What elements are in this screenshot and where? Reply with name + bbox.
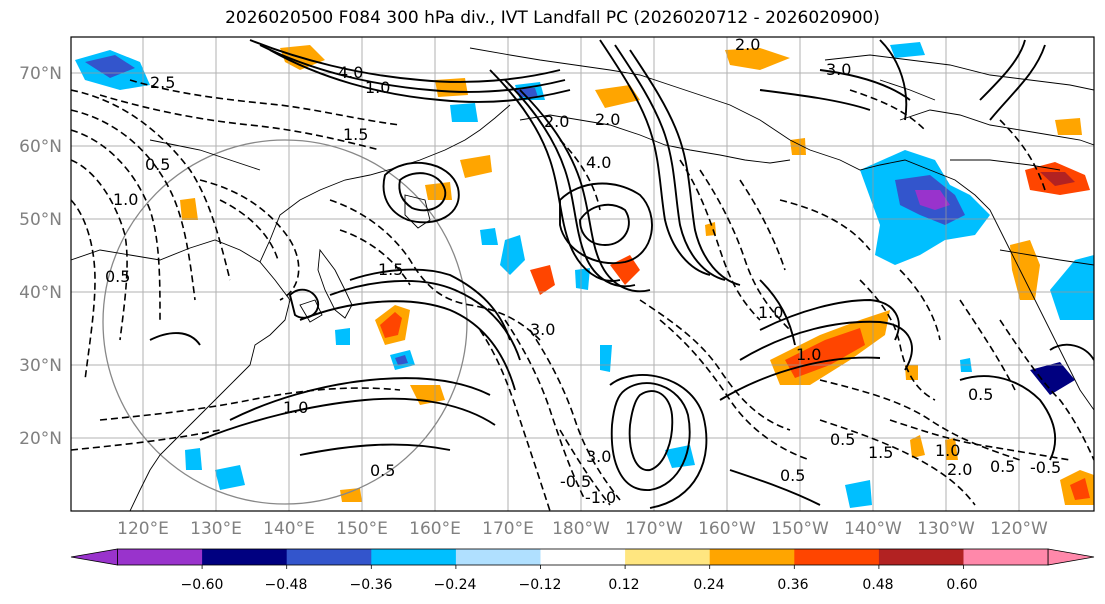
colorbar-swatch	[371, 549, 457, 565]
lon-label: 160°W	[698, 519, 756, 539]
contour-label: 1.5	[378, 260, 403, 279]
colorbar-ticks: −0.60 −0.48 −0.36 −0.24 −0.12 0.12 0.24 …	[181, 577, 978, 593]
contour-label: 1.0	[758, 303, 783, 322]
colorbar-swatch	[455, 549, 541, 565]
lat-label-60n: 60°N	[19, 137, 62, 157]
colorbar-tick-label: 0.60	[946, 577, 977, 593]
contour-label: 0.5	[968, 385, 993, 404]
colorbar-tick-label: 0.48	[862, 577, 893, 593]
lon-label: 130°E	[190, 519, 242, 539]
map-title: 2026020500 F084 300 hPa div., IVT Landfa…	[225, 8, 880, 28]
contour-label: 3.0	[586, 447, 611, 466]
colorbar-swatch	[794, 549, 880, 565]
contour-label: -0.5	[560, 472, 591, 491]
contour-label: 0.5	[105, 267, 130, 286]
lat-label-20n: 20°N	[19, 429, 62, 449]
contour-label: 0.5	[370, 461, 395, 480]
lat-label-40n: 40°N	[19, 283, 62, 303]
contour-label: 1.0	[796, 345, 821, 364]
contour-label: 1.0	[365, 78, 390, 97]
colorbar: −0.60 −0.48 −0.36 −0.24 −0.12 0.12 0.24 …	[70, 548, 1095, 593]
lat-label-50n: 50°N	[19, 210, 62, 230]
colorbar-swatch	[963, 549, 1049, 565]
lon-label: 140°W	[844, 519, 902, 539]
contour-label: 0.5	[145, 155, 170, 174]
contour-label: -0.5	[1030, 458, 1061, 477]
lat-label-30n: 30°N	[19, 356, 62, 376]
lat-label-70n: 70°N	[19, 64, 62, 84]
contour-label: 2.0	[735, 35, 760, 54]
contour-label: 4.0	[586, 153, 611, 172]
contour-label: 4.0	[338, 63, 363, 82]
contour-label: 3.0	[530, 320, 555, 339]
contour-label: 2.0	[947, 460, 972, 479]
graticule	[71, 37, 1094, 511]
lon-label: 170°W	[625, 519, 683, 539]
colorbar-swatch	[202, 549, 288, 565]
lon-label: 170°E	[482, 519, 534, 539]
colorbar-tick-label: 0.24	[693, 577, 724, 593]
lon-label: 140°E	[263, 519, 315, 539]
colorbar-swatch	[878, 549, 964, 565]
map-area: 2.0 4.0 1.5 1.0 0.5 2.5 3.0 0.5 1.5 2.0 …	[71, 35, 1094, 511]
contour-label: 1.0	[935, 441, 960, 460]
map-frame	[70, 36, 1095, 512]
contour-label: 0.5	[990, 457, 1015, 476]
range-ring	[102, 139, 468, 505]
lon-label: 120°W	[990, 519, 1048, 539]
lon-label: 180°W	[552, 519, 610, 539]
colorbar-swatches	[70, 548, 1095, 569]
lon-label: 130°W	[917, 519, 975, 539]
contour-label: 1.5	[343, 125, 368, 144]
contour-label: 2.5	[150, 73, 175, 92]
longitude-labels: 120°E 130°E 140°E 150°E 160°E 170°E 180°…	[117, 519, 1048, 539]
contour-label: 2.0	[544, 112, 569, 131]
lon-label: 150°W	[771, 519, 829, 539]
colorbar-swatch	[625, 549, 711, 565]
contour-label: 0.5	[780, 466, 805, 485]
colorbar-swatch	[709, 549, 795, 565]
colorbar-tick-label: −0.36	[350, 577, 393, 593]
colorbar-extend-max	[1047, 548, 1095, 566]
latitude-labels: 70°N 60°N 50°N 40°N 30°N 20°N	[19, 64, 62, 449]
contour-labels: 2.0 4.0 1.5 1.0 0.5 2.5 3.0 0.5 1.5 2.0 …	[105, 35, 1061, 507]
solid-contours	[149, 39, 1094, 509]
contour-label: 3.0	[826, 60, 851, 79]
contour-label: 1.0	[283, 398, 308, 417]
colorbar-frame	[117, 548, 1049, 566]
contour-label: 1.5	[868, 443, 893, 462]
colorbar-swatch	[117, 549, 203, 565]
colorbar-swatch	[540, 549, 626, 565]
lon-label: 150°E	[336, 519, 388, 539]
contour-label: -1.0	[585, 488, 616, 507]
lon-label: 160°E	[409, 519, 461, 539]
contour-label: 2.0	[595, 110, 620, 129]
dashed-contours	[71, 79, 1094, 511]
contour-label: 1.0	[113, 190, 138, 209]
colorbar-extend-min	[70, 548, 118, 566]
colorbar-tick-label: −0.12	[519, 577, 562, 593]
colorbar-tick-label: −0.48	[265, 577, 308, 593]
colorbar-tick-label: −0.60	[181, 577, 224, 593]
colorbar-tick-label: 0.12	[608, 577, 639, 593]
colorbar-tick-label: −0.24	[434, 577, 477, 593]
colorbar-tick-label: 0.36	[777, 577, 808, 593]
lon-label: 120°E	[117, 519, 169, 539]
colorbar-swatch	[286, 549, 372, 565]
contour-label: 0.5	[830, 430, 855, 449]
